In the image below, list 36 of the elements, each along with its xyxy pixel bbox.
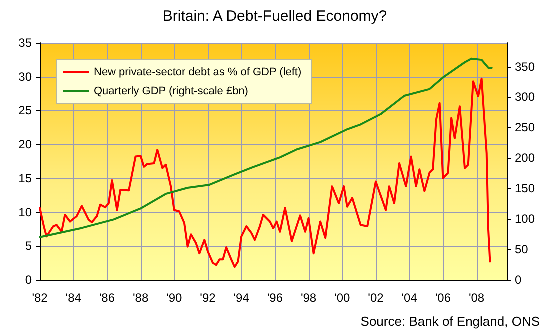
- x-tick-label: '02: [368, 291, 384, 305]
- x-tick-label: '06: [435, 291, 452, 305]
- x-tick-label: '04: [402, 291, 418, 305]
- y-tick-label: 25: [18, 104, 32, 118]
- x-tick-label: '08: [468, 291, 485, 305]
- source-note: Source: Bank of England, ONS: [360, 314, 540, 329]
- x-tick-label: '94: [234, 291, 250, 305]
- x-tick-label: '84: [66, 291, 82, 305]
- y2-tick-label: 300: [515, 90, 536, 104]
- y-tick-label: 5: [25, 239, 32, 254]
- y-tick-label: 0: [25, 273, 32, 287]
- x-tick-label: '86: [99, 291, 116, 305]
- x-tick-label: '96: [267, 291, 284, 305]
- x-tick-label: '98: [300, 291, 317, 305]
- y-tick-label: 10: [18, 205, 32, 220]
- line-series: [39, 58, 493, 238]
- legend-label: New private-sector debt as % of GDP (left): [94, 66, 302, 78]
- x-tick-label: '82: [32, 291, 48, 305]
- y2-tick-label: 250: [515, 120, 536, 135]
- y-tick-label: 20: [18, 138, 32, 152]
- y2-tick-label: 350: [515, 60, 536, 74]
- y-tick-label: 30: [18, 70, 32, 84]
- x-tick-label: '90: [166, 291, 183, 305]
- y-tick-label: 35: [18, 36, 32, 50]
- y2-tick-label: 0: [515, 273, 522, 287]
- x-tick-label: '88: [132, 291, 149, 305]
- y2-tick-label: 50: [515, 242, 529, 257]
- y2-tick-label: 200: [515, 151, 536, 166]
- x-tick-label: '92: [200, 291, 216, 305]
- y-tick-label: 15: [18, 171, 32, 186]
- legend-label: Quarterly GDP (right-scale £bn): [94, 86, 248, 98]
- line-series: [39, 78, 492, 268]
- x-tick-label: '00: [334, 291, 351, 305]
- chart-title: Britain: A Debt-Fuelled Economy?: [162, 8, 388, 25]
- y2-tick-label: 150: [515, 182, 536, 196]
- y2-tick-label: 100: [515, 212, 536, 226]
